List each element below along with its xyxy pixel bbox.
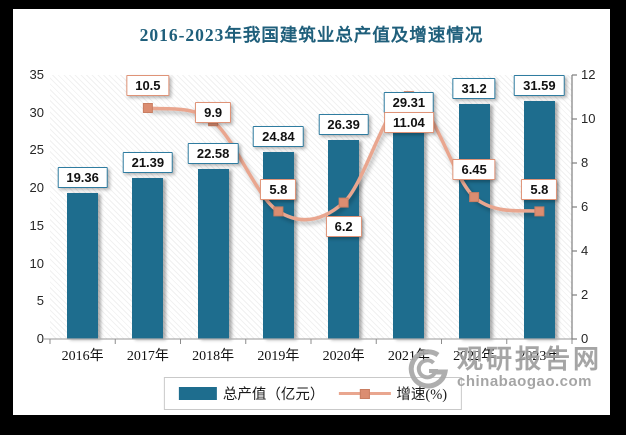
watermark: 观研报告网 chinabaogao.com: [404, 346, 602, 394]
watermark-logo-icon: [408, 349, 449, 389]
legend: 总产值（亿元） 增速(%): [163, 377, 463, 410]
watermark-site-name: 观研报告网: [457, 345, 603, 374]
legend-label-total-output: 总产值（亿元）: [222, 387, 325, 403]
legend-bar-swatch: [178, 387, 217, 400]
legend-line-marker: [359, 388, 370, 399]
legend-label-growth-rate: 增速(%): [396, 387, 448, 403]
chart-title: 2016-2023年我国建筑业总产值及增速情况: [139, 25, 484, 45]
watermark-text: 观研报告网 chinabaogao.com: [457, 346, 602, 391]
legend-line-symbol: [338, 387, 391, 401]
legend-item-growth-rate: 增速(%): [338, 383, 447, 404]
watermark-site-url: chinabaogao.com: [457, 373, 593, 391]
legend-item-total-output: 总产值（亿元）: [178, 383, 325, 404]
plot-area: [50, 75, 572, 339]
